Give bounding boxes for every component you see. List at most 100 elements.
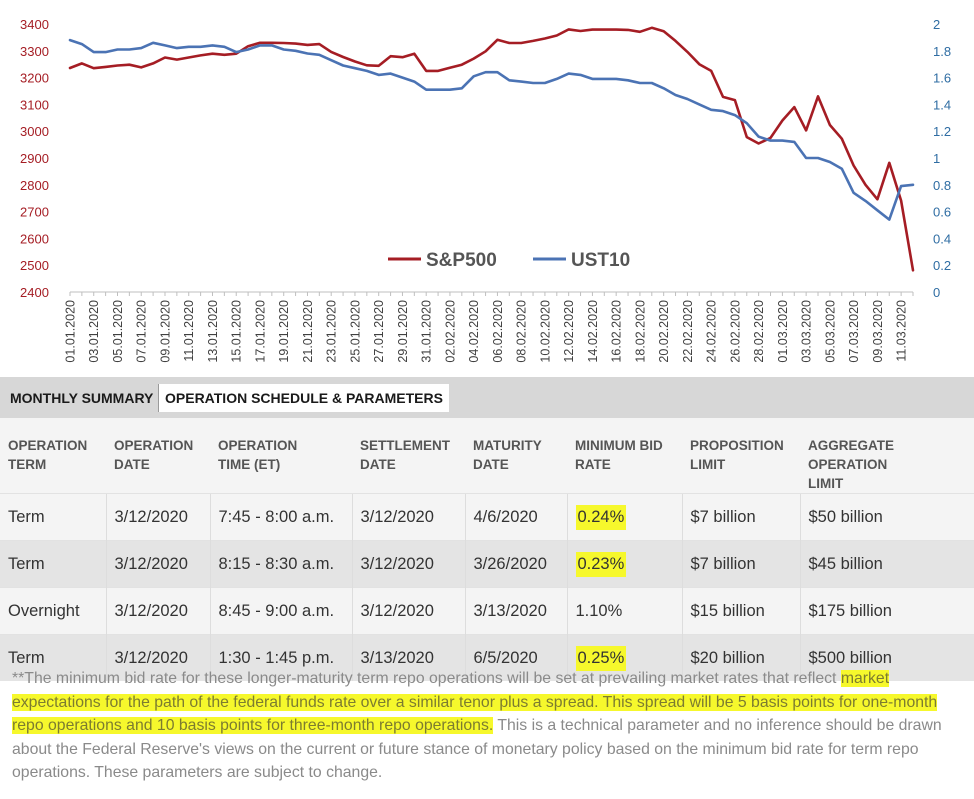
table-cell: 3/12/2020 bbox=[105, 493, 210, 541]
table-cell: 3/12/2020 bbox=[105, 587, 210, 635]
left-tick-label: 2900 bbox=[20, 151, 49, 166]
right-tick-label: 1.2 bbox=[933, 124, 951, 139]
x-tick-label: 14.02.2020 bbox=[586, 300, 600, 363]
cell-value: $20 billion bbox=[690, 648, 765, 667]
table-cell: 3/13/2020 bbox=[464, 587, 567, 635]
x-tick-label: 21.01.2020 bbox=[301, 300, 315, 363]
x-tick-label: 26.02.2020 bbox=[728, 300, 742, 363]
table-cell: 8:15 - 8:30 a.m. bbox=[209, 540, 352, 588]
x-tick-label: 02.02.2020 bbox=[443, 300, 457, 363]
series-line-ust10 bbox=[68, 38, 915, 221]
cell-value: 4/6/2020 bbox=[473, 507, 538, 526]
table-cell: 6/5/2020 bbox=[464, 634, 567, 681]
cell-value: 3/12/2020 bbox=[360, 507, 434, 526]
table-cell: 3/12/2020 bbox=[105, 634, 210, 681]
column-header: SETTLEMENT DATE bbox=[352, 418, 465, 494]
x-tick-label: 05.03.2020 bbox=[823, 300, 837, 363]
column-header-line: TERM bbox=[8, 457, 47, 472]
chart-legend: S&P500 UST10 bbox=[388, 250, 630, 271]
column-header-line: RATE bbox=[575, 457, 611, 472]
cell-value: 8:15 - 8:30 a.m. bbox=[218, 554, 335, 573]
cell-value: 3/13/2020 bbox=[360, 648, 434, 667]
table-cell: 0.23% bbox=[566, 540, 682, 588]
x-tick-label: 20.02.2020 bbox=[657, 300, 671, 363]
cell-value: 0.23% bbox=[575, 551, 627, 577]
table-cell: Term bbox=[0, 540, 106, 588]
x-tick-label: 16.02.2020 bbox=[610, 300, 624, 363]
cell-value: $15 billion bbox=[690, 601, 765, 620]
x-tick-label: 31.01.2020 bbox=[420, 300, 434, 363]
cell-value: 3/13/2020 bbox=[473, 601, 547, 620]
right-tick-label: 0.8 bbox=[933, 178, 951, 193]
cell-value: $7 billion bbox=[690, 554, 756, 573]
column-header-line: LIMIT bbox=[808, 476, 844, 491]
column-header: MINIMUM BID RATE bbox=[567, 418, 682, 494]
x-tick-label: 27.01.2020 bbox=[372, 300, 386, 363]
right-y-axis: 0 0.2 0.4 0.6 0.8 1 1.2 1.4 1.6 1.8 2 bbox=[933, 17, 951, 300]
cell-value: $7 billion bbox=[690, 507, 756, 526]
cell-value: 7:45 - 8:00 a.m. bbox=[218, 507, 335, 526]
right-tick-label: 0.4 bbox=[933, 231, 951, 246]
x-axis: 01.01.2020 03.01.2020 05.01.2020 07.01.2020… bbox=[64, 291, 914, 363]
cell-value: 3/12/2020 bbox=[360, 601, 434, 620]
table-cell: Overnight bbox=[0, 587, 106, 635]
cell-value: Term bbox=[8, 554, 45, 573]
x-tick-label: 04.02.2020 bbox=[467, 300, 481, 363]
left-tick-label: 2600 bbox=[20, 231, 49, 246]
table-cell: 0.24% bbox=[566, 493, 682, 541]
left-tick-label: 3000 bbox=[20, 124, 49, 139]
footnote-prefix: **The minimum bid rate for these longer-… bbox=[12, 670, 841, 687]
x-tick-label: 18.02.2020 bbox=[633, 300, 647, 363]
cell-value: 1.10% bbox=[575, 601, 623, 620]
x-tick-label: 15.01.2020 bbox=[230, 300, 244, 363]
left-tick-label: 3100 bbox=[20, 97, 49, 112]
table-cell: $20 billion bbox=[681, 634, 800, 681]
x-tick-label: 06.02.2020 bbox=[491, 300, 505, 363]
table-row: Overnight 3/12/2020 8:45 - 9:00 a.m. 3/12/2… bbox=[0, 587, 974, 635]
footnote: **The minimum bid rate for these longer-… bbox=[12, 667, 967, 785]
table-body: Term 3/12/2020 7:45 - 8:00 a.m. 3/12/2020 4/… bbox=[0, 493, 974, 681]
table-cell: $50 billion bbox=[799, 493, 974, 541]
right-tick-label: 0.6 bbox=[933, 205, 951, 220]
table-cell: 3/12/2020 bbox=[105, 540, 210, 588]
table-cell: 1.10% bbox=[566, 587, 682, 635]
table-cell: 3/13/2020 bbox=[351, 634, 465, 681]
cell-value: $500 billion bbox=[808, 648, 892, 667]
x-tick-label: 03.01.2020 bbox=[87, 300, 101, 363]
cell-value: Overnight bbox=[8, 601, 80, 620]
left-tick-label: 2800 bbox=[20, 178, 49, 193]
table-header-row: OPERATION TERM OPERATION DATE OPERATION TIME … bbox=[0, 418, 974, 494]
left-tick-label: 2400 bbox=[20, 285, 49, 300]
table-cell: 0.25% bbox=[566, 634, 682, 681]
cell-value: Term bbox=[8, 507, 45, 526]
table-cell: $45 billion bbox=[799, 540, 974, 588]
column-header-line: PROPOSITION bbox=[690, 438, 784, 453]
x-tick-label: 28.02.2020 bbox=[752, 300, 766, 363]
left-tick-label: 3400 bbox=[20, 17, 49, 32]
tabs-bar: MONTHLY SUMMARY OPERATION SCHEDULE & PAR… bbox=[0, 377, 974, 418]
x-tick-label: 24.02.2020 bbox=[705, 300, 719, 363]
cell-value: 6/5/2020 bbox=[473, 648, 538, 667]
table-cell: $7 billion bbox=[681, 540, 800, 588]
x-tick-label: 17.01.2020 bbox=[253, 300, 267, 363]
tab-operation-schedule[interactable]: OPERATION SCHEDULE & PARAMETERS bbox=[158, 384, 449, 412]
x-tick-label: 29.01.2020 bbox=[396, 300, 410, 363]
table-header: OPERATION TERM OPERATION DATE OPERATION TIME … bbox=[0, 418, 974, 494]
column-header-line: MINIMUM BID bbox=[575, 438, 663, 453]
cell-value: $45 billion bbox=[808, 554, 883, 573]
right-tick-label: 1.4 bbox=[933, 97, 951, 112]
left-tick-label: 3200 bbox=[20, 71, 49, 86]
right-tick-label: 1.8 bbox=[933, 44, 951, 59]
x-tick-label: 07.03.2020 bbox=[847, 300, 861, 363]
cell-value: 3/12/2020 bbox=[114, 554, 188, 573]
tab-monthly-summary[interactable]: MONTHLY SUMMARY bbox=[10, 390, 154, 406]
left-tick-label: 2700 bbox=[20, 205, 49, 220]
cell-value: Term bbox=[8, 648, 45, 667]
x-tick-label: 23.01.2020 bbox=[325, 300, 339, 363]
x-tick-label: 09.01.2020 bbox=[158, 300, 172, 363]
table-cell: 1:30 - 1:45 p.m. bbox=[209, 634, 352, 681]
column-header-line: AGGREGATE OPERATION bbox=[808, 438, 895, 472]
table-cell: 3/12/2020 bbox=[351, 587, 465, 635]
column-header: OPERATION TERM bbox=[0, 418, 106, 494]
table-cell: 8:45 - 9:00 a.m. bbox=[209, 587, 352, 635]
